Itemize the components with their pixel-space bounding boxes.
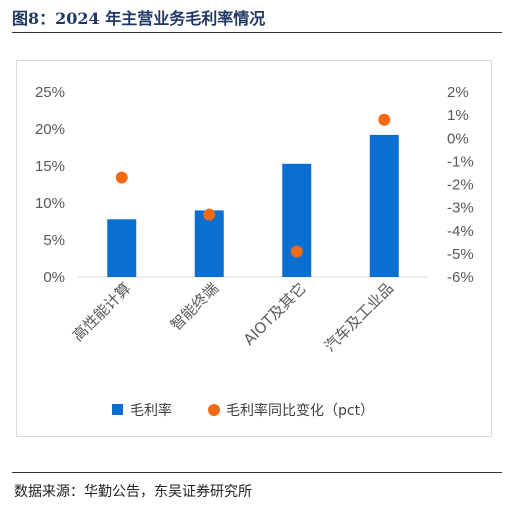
left-axis-tick-label: 10% bbox=[35, 195, 65, 212]
left-axis-tick-label: 15% bbox=[35, 158, 65, 175]
category-label: 智能终端 bbox=[167, 279, 222, 334]
right-axis-tick-label: 2% bbox=[447, 84, 469, 101]
right-axis-tick-label: -6% bbox=[447, 269, 474, 286]
bar-gross-margin bbox=[369, 134, 399, 277]
right-axis-tick-label: 0% bbox=[447, 130, 469, 147]
legend-label-bar: 毛利率 bbox=[130, 402, 172, 419]
bottom-rule bbox=[12, 472, 502, 473]
point-gross-margin-change bbox=[203, 208, 216, 221]
bar-gross-margin bbox=[194, 210, 224, 277]
data-source: 数据来源：华勤公告，东吴证券研究所 bbox=[14, 484, 252, 500]
left-axis-tick-label: 20% bbox=[35, 121, 65, 138]
legend-label-dot: 毛利率同比变化（pct） bbox=[226, 402, 374, 419]
legend-swatch-dot bbox=[208, 404, 220, 416]
point-gross-margin-change bbox=[378, 113, 391, 126]
right-axis-tick-label: -2% bbox=[447, 177, 474, 194]
point-gross-margin-change bbox=[115, 171, 128, 184]
bar-gross-margin bbox=[282, 163, 312, 277]
right-axis-tick-label: 1% bbox=[447, 107, 469, 124]
right-axis-tick-label: -4% bbox=[447, 223, 474, 240]
left-axis-tick-label: 25% bbox=[35, 84, 65, 101]
left-axis-tick-label: 0% bbox=[43, 269, 65, 286]
right-axis-tick-label: -5% bbox=[447, 246, 474, 263]
category-label: 汽车及工业品 bbox=[321, 279, 397, 355]
left-axis-tick-label: 5% bbox=[43, 232, 65, 249]
right-axis-tick-label: -3% bbox=[447, 200, 474, 217]
top-rule bbox=[12, 32, 502, 33]
chart-frame bbox=[16, 60, 492, 437]
figure-title: 图8：2024 年主营业务毛利率情况 bbox=[12, 9, 266, 28]
category-label: AIOT及其它 bbox=[240, 279, 310, 349]
category-label: 高性能计算 bbox=[69, 279, 135, 345]
legend-swatch-bar bbox=[112, 404, 123, 415]
right-axis-tick-label: -1% bbox=[447, 153, 474, 170]
point-gross-margin-change bbox=[290, 245, 303, 258]
bar-gross-margin bbox=[107, 219, 137, 277]
